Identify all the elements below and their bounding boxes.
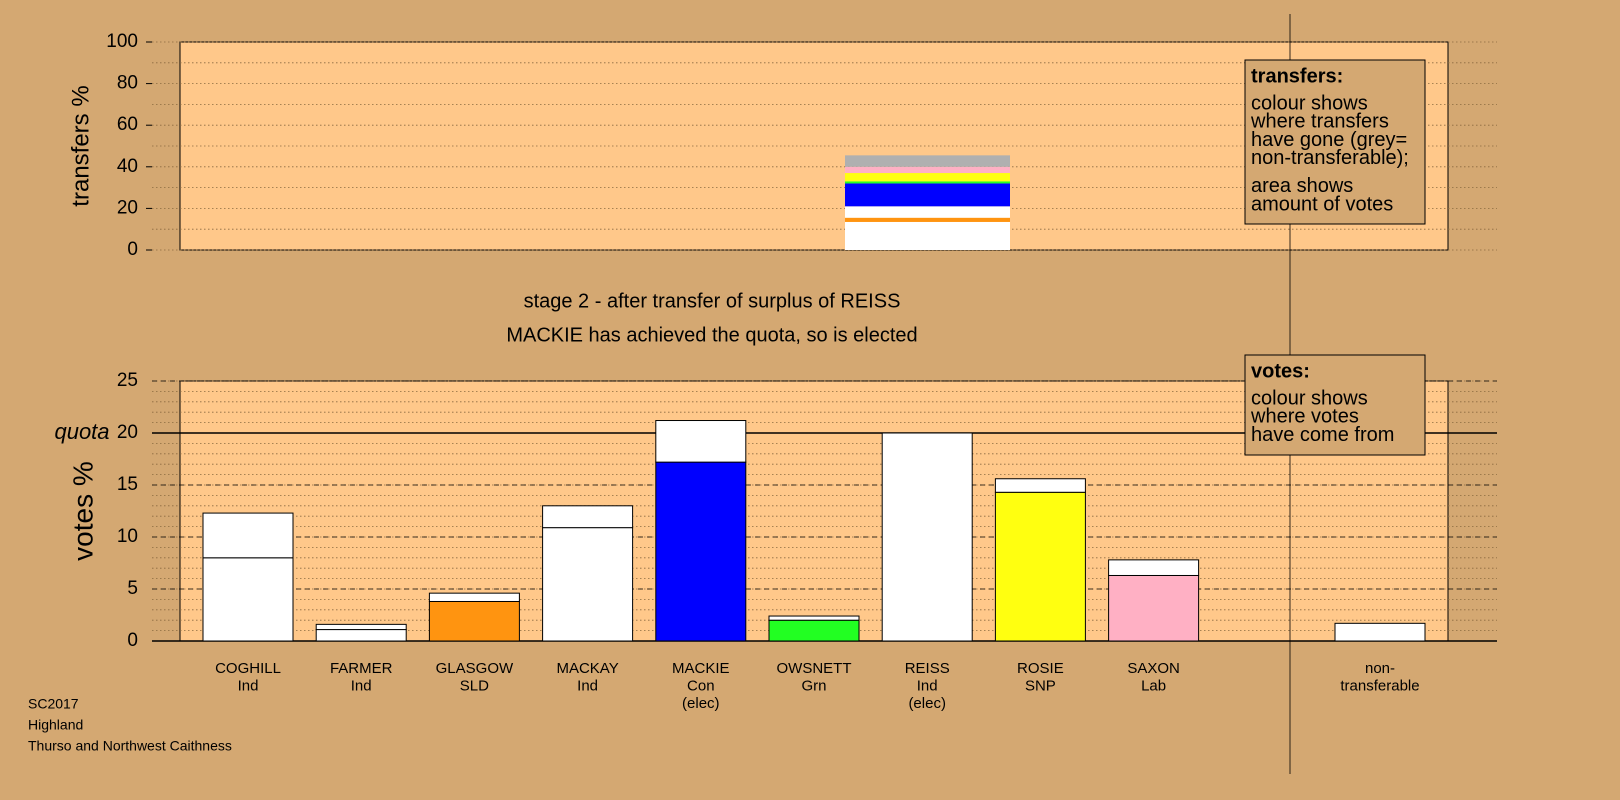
bar-segment — [202, 557, 294, 642]
bar-segment — [768, 619, 860, 642]
legend-text: non-transferable); — [1251, 147, 1409, 169]
legend-text: area shows — [1251, 175, 1353, 197]
legend-text: colour shows — [1251, 387, 1368, 409]
legend-text: have gone (grey= — [1251, 129, 1407, 151]
legend-text: colour shows — [1251, 92, 1368, 114]
y-tick-label: 0 — [127, 630, 138, 651]
bar-segment — [881, 432, 973, 642]
x-tick-label: non- — [1365, 660, 1395, 677]
x-tick-label: transferable — [1340, 677, 1419, 694]
transfer-segment — [845, 181, 1010, 184]
y-tick-label: 20 — [117, 197, 138, 218]
x-tick-label: OWSNETT — [777, 660, 852, 677]
transfer-segment — [845, 166, 1010, 174]
x-tick-label: COGHILL — [215, 660, 281, 677]
bar-segment — [1108, 559, 1200, 576]
transfer-segment — [845, 173, 1010, 182]
legend-box — [1244, 354, 1426, 456]
x-tick-label: SNP — [1025, 677, 1056, 694]
y-tick-label: 60 — [117, 114, 138, 135]
bar-segment — [315, 623, 407, 631]
y-tick-label: 20 — [117, 422, 138, 443]
x-tick-label: ROSIE — [1017, 660, 1064, 677]
x-tick-label: (elec) — [682, 695, 720, 712]
x-tick-label: SLD — [460, 677, 489, 694]
chart-title: stage 2 - after transfer of surplus of R… — [524, 290, 901, 312]
x-tick-label: (elec) — [908, 695, 946, 712]
legend-heading: votes: — [1251, 360, 1310, 382]
x-tick-label: Ind — [351, 677, 372, 694]
transfer-segment — [845, 224, 1010, 250]
x-tick-label: Ind — [238, 677, 259, 694]
y-axis-label: votes % — [67, 461, 98, 561]
x-tick-label: Con — [687, 677, 715, 694]
note: Highland — [28, 717, 83, 733]
bar-segment — [428, 592, 520, 602]
x-tick-label: REISS — [905, 660, 950, 677]
bar-segment — [1334, 622, 1426, 642]
x-tick-label: Ind — [577, 677, 598, 694]
plot-area — [179, 380, 1449, 642]
bar-segment — [994, 491, 1086, 642]
bar-segment — [655, 461, 747, 642]
legend-text: have come from — [1251, 424, 1394, 446]
y-axis-label: transfers % — [67, 85, 94, 206]
legend-text: amount of votes — [1251, 193, 1393, 215]
x-tick-label: SAXON — [1127, 660, 1180, 677]
note: SC2017 — [28, 696, 79, 712]
bar-segment — [428, 600, 520, 642]
y-tick-label: 40 — [117, 156, 138, 177]
bar-segment — [655, 420, 747, 463]
transfer-segment — [845, 221, 1010, 224]
x-tick-label: MACKIE — [672, 660, 730, 677]
y-tick-label: 80 — [117, 73, 138, 94]
transfer-segment — [845, 206, 1010, 218]
transfer-segment — [845, 183, 1010, 207]
note: Thurso and Northwest Caithness — [28, 738, 232, 754]
bar-segment — [542, 527, 634, 642]
y-tick-label: 5 — [127, 578, 138, 599]
y-tick-label: 0 — [127, 239, 138, 260]
bar-segment — [202, 512, 294, 559]
x-tick-label: Ind — [917, 677, 938, 694]
bar-segment — [1108, 574, 1200, 642]
legend-box — [1244, 59, 1426, 225]
x-tick-label: MACKAY — [556, 660, 618, 677]
y-tick-label: 15 — [117, 474, 138, 495]
bar-segment — [315, 629, 407, 642]
transfer-segment — [845, 217, 1010, 222]
transfer-segment — [845, 155, 1010, 167]
x-tick-label: Lab — [1141, 677, 1166, 694]
legend-text: where votes — [1250, 406, 1359, 428]
y-tick-label: 10 — [117, 526, 138, 547]
bar-segment — [994, 478, 1086, 493]
quota-label: quota — [54, 419, 109, 444]
legend-text: where transfers — [1250, 111, 1389, 133]
chart-title: MACKIE has achieved the quota, so is ele… — [506, 324, 917, 346]
y-tick-label: 25 — [117, 370, 138, 391]
y-tick-label: 100 — [106, 31, 138, 52]
x-tick-label: FARMER — [330, 660, 393, 677]
bar-segment — [542, 505, 634, 529]
bar-segment — [768, 615, 860, 621]
x-tick-label: GLASGOW — [436, 660, 514, 677]
x-tick-label: Grn — [801, 677, 826, 694]
legend-heading: transfers: — [1251, 65, 1343, 87]
